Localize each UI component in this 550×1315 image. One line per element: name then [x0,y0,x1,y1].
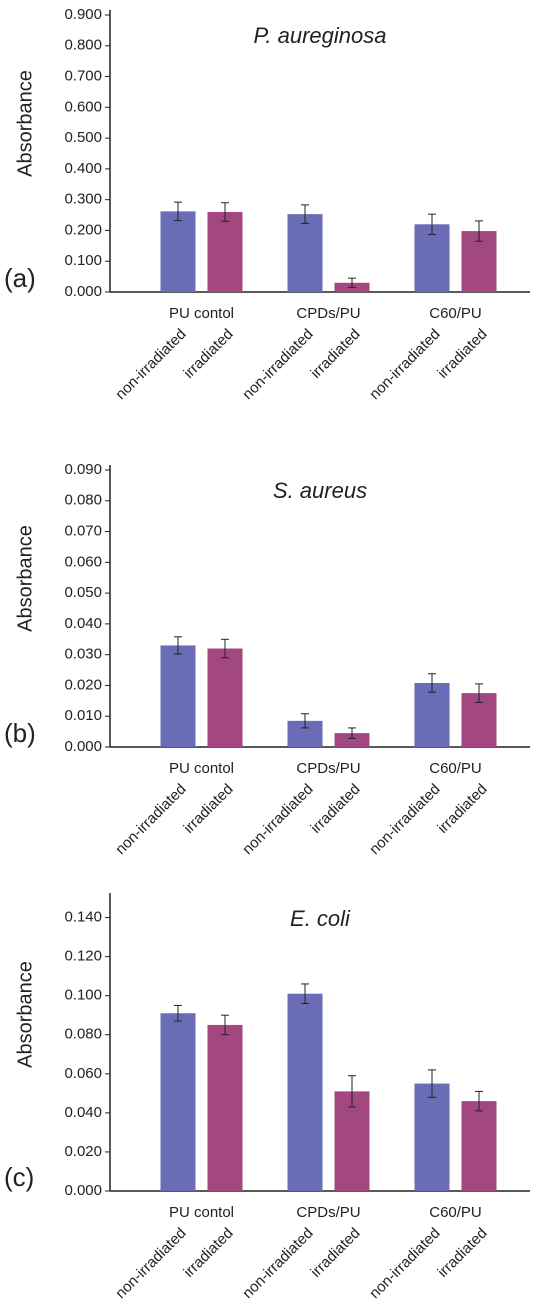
category-label: CPDs/PU [296,305,360,322]
bar [334,1091,370,1191]
series-label: non-irradiated [366,781,443,858]
y-tick-label: 0.700 [64,68,102,85]
series-label: non-irradiated [239,326,316,403]
y-tick-label: 0.600 [64,98,102,115]
y-tick-label: 0.800 [64,37,102,54]
y-tick-label: 0.000 [64,283,102,300]
chart-title: P. aureginosa [254,23,387,48]
category-label: CPDs/PU [296,760,360,777]
bar [414,224,450,292]
bar [414,1083,450,1191]
y-tick-label: 0.020 [64,676,102,693]
bar [207,211,243,292]
y-tick-label: 0.040 [64,615,102,632]
category-label: CPDs/PU [296,1204,360,1221]
bar [287,993,323,1191]
chart-title: E. coli [290,906,351,931]
series-label: irradiated [307,781,363,837]
y-tick-label: 0.010 [64,707,102,724]
series-label: non-irradiated [239,781,316,858]
series-label: irradiated [307,326,363,382]
series-label: irradiated [180,1225,236,1281]
y-tick-label: 0.300 [64,191,102,208]
bar [160,211,196,292]
series-label: non-irradiated [366,1225,443,1302]
series-label: non-irradiated [366,326,443,403]
y-tick-label: 0.090 [64,461,102,478]
bar [207,1024,243,1191]
y-tick-label: 0.080 [64,1026,102,1043]
series-label: non-irradiated [239,1225,316,1302]
y-tick-label: 0.500 [64,129,102,146]
bar [334,733,370,747]
bar [160,645,196,747]
y-tick-label: 0.200 [64,221,102,238]
y-axis-label: Absorbance [14,525,36,632]
series-label: irradiated [434,326,490,382]
y-tick-label: 0.000 [64,738,102,755]
y-tick-label: 0.040 [64,1104,102,1121]
series-label: non-irradiated [112,326,189,403]
series-label: irradiated [434,1225,490,1281]
category-label: PU contol [169,305,234,322]
category-label: C60/PU [429,760,482,777]
y-tick-label: 0.080 [64,492,102,509]
y-tick-label: 0.070 [64,523,102,540]
y-tick-label: 0.060 [64,553,102,570]
y-tick-label: 0.030 [64,646,102,663]
bar-chart: 0.000 0.020 0.040 0.060 0.080 0.100 0.120 0.140… [4,893,530,1302]
bar [414,682,450,747]
panel-label: (b) [4,718,36,748]
category-label: PU contol [169,760,234,777]
series-label: irradiated [307,1225,363,1281]
series-label: non-irradiated [112,781,189,858]
series-label: non-irradiated [112,1225,189,1302]
y-axis-label: Absorbance [14,70,36,177]
y-tick-label: 0.140 [64,909,102,926]
bar [461,1101,497,1191]
panel-label: (a) [4,263,36,293]
bar [287,214,323,292]
y-tick-label: 0.000 [64,1182,102,1199]
bar-chart: 0.000 0.010 0.020 0.030 0.040 0.050 0.060 0.070… [4,461,530,858]
category-label: C60/PU [429,1204,482,1221]
category-label: C60/PU [429,305,482,322]
bar-chart: 0.000 0.100 0.200 0.300 0.400 0.500 0.600 0.700… [4,6,530,403]
y-tick-label: 0.100 [64,987,102,1004]
panel-label: (c) [4,1162,34,1192]
series-label: irradiated [434,781,490,837]
y-tick-label: 0.050 [64,584,102,601]
bar [160,1013,196,1191]
y-tick-label: 0.400 [64,160,102,177]
y-tick-label: 0.060 [64,1065,102,1082]
y-tick-label: 0.900 [64,6,102,23]
series-label: irradiated [180,781,236,837]
series-label: irradiated [180,326,236,382]
category-label: PU contol [169,1204,234,1221]
y-tick-label: 0.100 [64,252,102,269]
y-axis-label: Absorbance [14,961,36,1068]
chart-title: S. aureus [273,478,367,503]
bar [207,648,243,747]
y-tick-label: 0.020 [64,1143,102,1160]
y-tick-label: 0.120 [64,948,102,965]
